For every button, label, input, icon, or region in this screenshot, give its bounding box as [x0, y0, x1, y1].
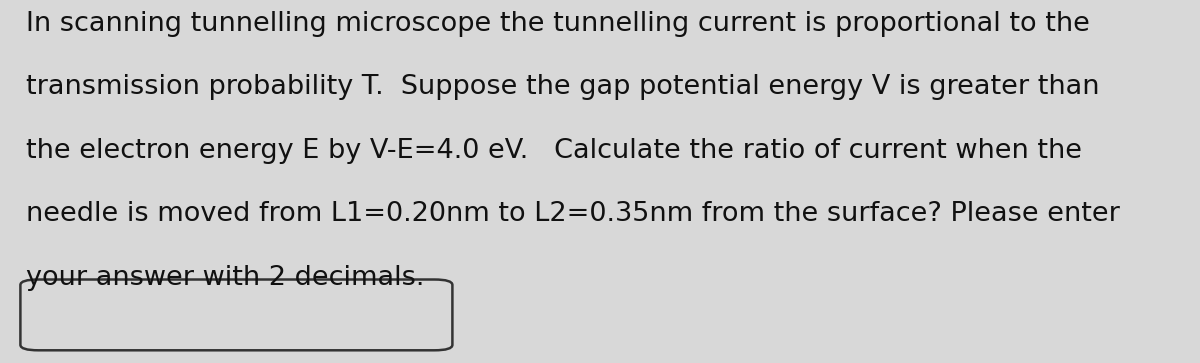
FancyBboxPatch shape: [20, 280, 452, 350]
Text: In scanning tunnelling microscope the tunnelling current is proportional to the: In scanning tunnelling microscope the tu…: [26, 11, 1091, 37]
Text: needle is moved from L1=0.20nm to L2=0.35nm from the surface? Please enter: needle is moved from L1=0.20nm to L2=0.3…: [26, 201, 1121, 228]
Text: your answer with 2 decimals.: your answer with 2 decimals.: [26, 265, 425, 291]
Text: transmission probability T.  Suppose the gap potential energy V is greater than: transmission probability T. Suppose the …: [26, 74, 1100, 101]
Text: the electron energy E by V-E=4.0 eV.   Calculate the ratio of current when the: the electron energy E by V-E=4.0 eV. Cal…: [26, 138, 1082, 164]
